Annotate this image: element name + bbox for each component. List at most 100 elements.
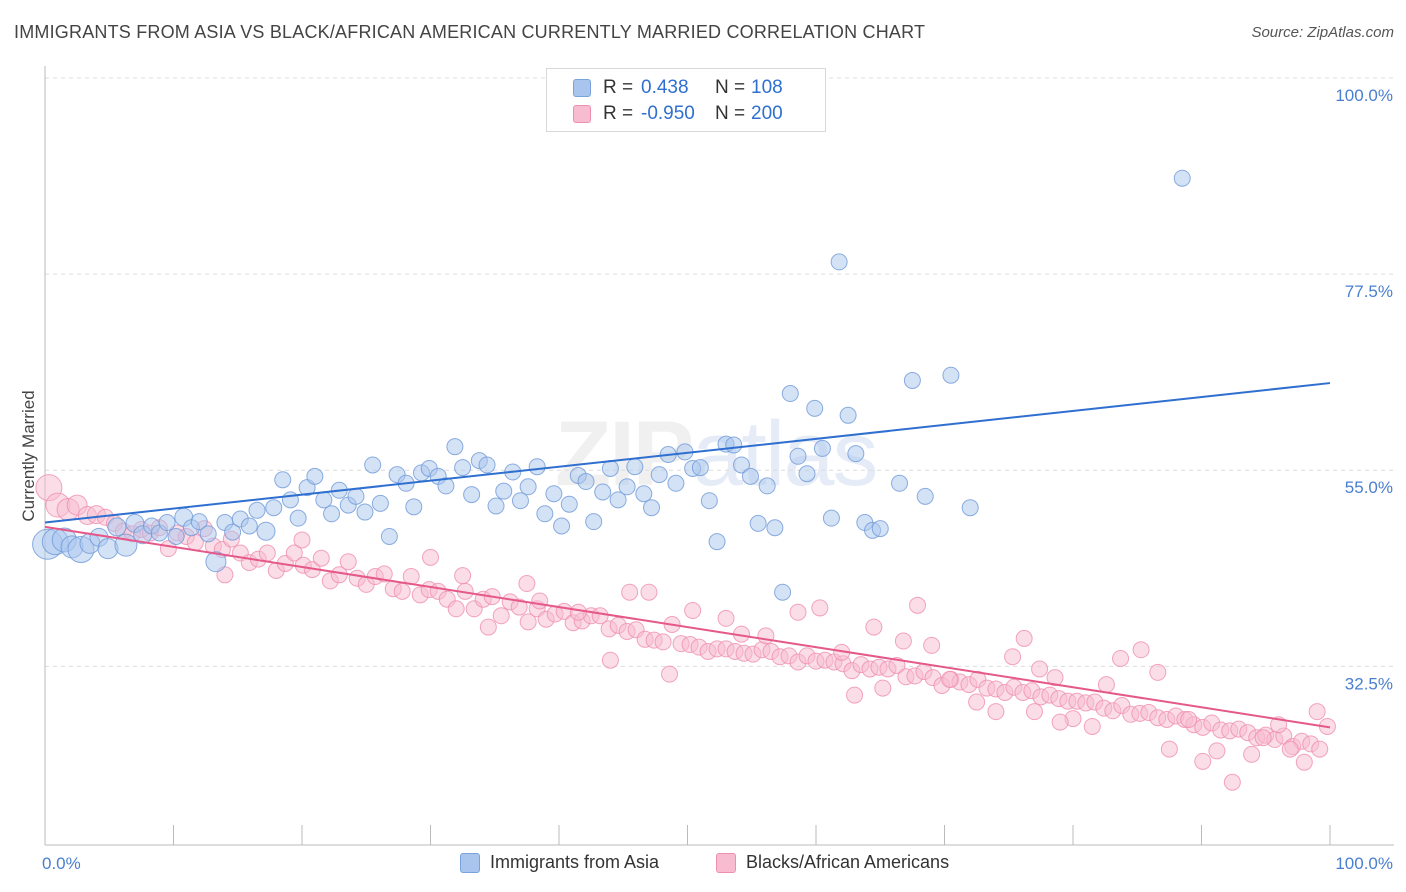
- blacks-point: [569, 603, 587, 621]
- asia-point: [205, 551, 227, 573]
- legend-item-asia[interactable]: Immigrants from Asia: [460, 852, 659, 873]
- asia-point: [495, 482, 513, 500]
- asia-point: [519, 478, 537, 496]
- legend-r-label: R =: [603, 77, 634, 98]
- blacks-point: [909, 596, 927, 614]
- blacks-point: [510, 598, 528, 616]
- blacks-point: [874, 679, 892, 697]
- blacks-point: [1083, 717, 1101, 735]
- asia-point: [315, 491, 333, 509]
- correlation-legend: R = 0.438 N = 108 R = -0.950 N = 200: [546, 68, 826, 132]
- asia-point: [830, 253, 848, 271]
- blacks-point: [1097, 676, 1115, 694]
- asia-point: [618, 478, 636, 496]
- legend-swatch-blacks: [716, 852, 736, 873]
- asia-point: [601, 459, 619, 477]
- blacks-point: [479, 618, 497, 636]
- asia-point: [487, 497, 505, 515]
- legend-item-blacks[interactable]: Blacks/African Americans: [716, 852, 949, 873]
- blacks-point: [1015, 629, 1033, 647]
- blacks-point: [1132, 641, 1150, 659]
- asia-point: [708, 533, 726, 551]
- asia-point: [224, 523, 242, 541]
- asia-point: [158, 514, 176, 532]
- asia-point: [1173, 169, 1191, 187]
- blacks-point: [1208, 742, 1226, 760]
- series-asia-points: [32, 169, 1191, 601]
- asia-point: [240, 517, 258, 535]
- asia-point: [725, 436, 743, 454]
- asia-point: [942, 366, 960, 384]
- blacks-point: [492, 607, 510, 625]
- asia-point: [289, 509, 307, 527]
- legend-n-value: 200: [751, 103, 783, 124]
- blacks-point: [987, 703, 1005, 721]
- asia-point: [437, 477, 455, 495]
- blacks-point: [865, 618, 883, 636]
- legend-r-value: -0.950: [641, 103, 695, 124]
- series-legend: Immigrants from Asia Blacks/African Amer…: [0, 852, 1406, 878]
- blacks-point: [1160, 740, 1178, 758]
- asia-point: [789, 447, 807, 465]
- blacks-point: [1223, 773, 1241, 791]
- asia-point: [741, 467, 759, 485]
- asia-point: [528, 458, 546, 476]
- asia-point: [626, 458, 644, 476]
- blacks-point: [888, 656, 906, 674]
- blacks-point: [846, 686, 864, 704]
- blacks-point: [531, 592, 549, 610]
- asia-point: [916, 487, 934, 505]
- asia-point: [364, 456, 382, 474]
- asia-point: [806, 399, 824, 417]
- blacks-point: [1025, 703, 1043, 721]
- gridlines: [45, 77, 1394, 667]
- blacks-point: [293, 531, 311, 549]
- legend-row-blacks: R = -0.950 N = 200: [573, 103, 783, 125]
- legend-n-value: 108: [751, 77, 783, 98]
- blacks-point: [1281, 740, 1299, 758]
- asia-point: [839, 406, 857, 424]
- legend-n-label: N =: [715, 77, 746, 98]
- legend-row-asia: R = 0.438 N = 108: [573, 77, 783, 99]
- blacks-point: [640, 583, 658, 601]
- asia-point: [281, 491, 299, 509]
- y-tick-label: 100.0%: [1335, 86, 1393, 105]
- blacks-point: [1308, 703, 1326, 721]
- blacks-point: [968, 693, 986, 711]
- blacks-point: [591, 607, 609, 625]
- asia-point: [405, 498, 423, 516]
- asia-point: [667, 474, 685, 492]
- asia-point: [560, 495, 578, 513]
- legend-r-value: 0.438: [641, 77, 689, 98]
- blacks-point: [717, 609, 735, 627]
- asia-point: [167, 527, 185, 545]
- trend-lines: [44, 382, 1331, 729]
- y-tick-label: 32.5%: [1345, 674, 1393, 693]
- asia-point: [356, 503, 374, 521]
- asia-point: [306, 467, 324, 485]
- blacks-trend-line: [44, 525, 1331, 729]
- asia-point: [274, 471, 292, 489]
- asia-point: [609, 491, 627, 509]
- blacks-point: [339, 553, 357, 571]
- asia-point: [585, 513, 603, 531]
- blacks-point: [285, 544, 303, 562]
- asia-point: [248, 501, 266, 519]
- blacks-point: [1031, 660, 1049, 678]
- blacks-point: [454, 567, 472, 585]
- asia-point: [643, 499, 661, 517]
- asia-point: [847, 445, 865, 463]
- asia-point: [347, 487, 365, 505]
- asia-point: [749, 514, 767, 532]
- asia-point: [732, 456, 750, 474]
- blacks-point: [375, 565, 393, 583]
- asia-point: [545, 485, 563, 503]
- asia-point: [891, 474, 909, 492]
- asia-point: [97, 538, 119, 560]
- blacks-point: [1311, 740, 1329, 758]
- asia-point: [536, 505, 554, 523]
- asia-point: [454, 459, 472, 477]
- asia-point: [577, 473, 595, 491]
- blacks-point: [941, 670, 959, 688]
